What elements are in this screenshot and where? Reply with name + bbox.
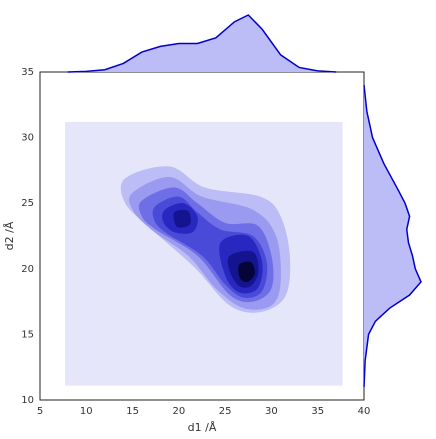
x-tick-label: 30	[265, 406, 278, 417]
marginal-y-area	[364, 85, 421, 387]
y-tick-label: 15	[21, 329, 34, 340]
y-tick-label: 25	[21, 198, 34, 209]
y-tick-label: 10	[21, 395, 34, 406]
x-tick-label: 40	[358, 406, 371, 417]
y-axis-label: d2 /Å	[3, 221, 16, 250]
x-tick-label: 20	[172, 406, 185, 417]
x-tick-label: 10	[80, 406, 93, 417]
x-tick-label: 15	[126, 406, 139, 417]
x-tick-label: 35	[311, 406, 324, 417]
density-contour	[238, 261, 255, 283]
x-tick-label: 25	[219, 406, 232, 417]
marginal-y-curve	[363, 85, 422, 387]
y-tick-label: 20	[21, 264, 34, 275]
density-contour	[173, 209, 191, 228]
y-tick-label: 35	[21, 67, 34, 78]
x-axis-label: d1 /Å	[188, 421, 217, 434]
marginal-x-curve	[67, 14, 337, 73]
x-tick-label: 5	[37, 406, 43, 417]
y-tick-label: 30	[21, 133, 34, 144]
marginal-x-area	[67, 15, 337, 72]
